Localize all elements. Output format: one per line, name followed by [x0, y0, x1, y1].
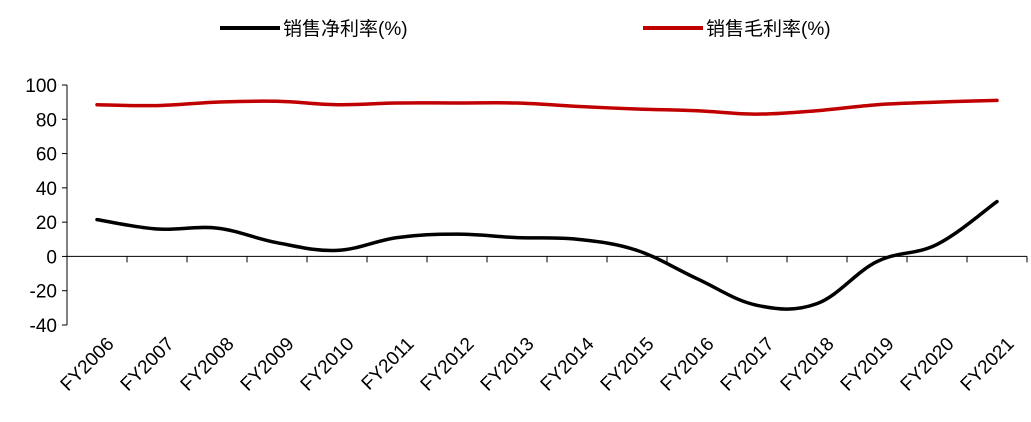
- x-tick-label: FY2015: [597, 334, 659, 396]
- x-tick-label: FY2014: [537, 333, 599, 395]
- x-tick-label: FY2018: [777, 334, 839, 396]
- x-tick-label: FY2007: [117, 334, 179, 396]
- y-tick-label: -20: [30, 282, 57, 303]
- x-tick-label: FY2011: [358, 334, 419, 395]
- legend-item-1: 销售净利率(%): [220, 18, 408, 40]
- x-tick-label: FY2020: [897, 334, 959, 396]
- series-1: [95, 199, 999, 311]
- x-tick-label: FY2016: [657, 334, 719, 396]
- x-tick-label: FY2012: [417, 334, 479, 396]
- series-line: [95, 98, 999, 116]
- y-tick-label: 20: [36, 213, 57, 234]
- y-tick-label: -40: [30, 316, 57, 337]
- series-2: [95, 98, 999, 116]
- x-tick-label: FY2013: [477, 334, 539, 396]
- x-tick-label: FY2006: [57, 334, 119, 396]
- axes: 100806040200-20-40FY2006FY2007FY2008FY20…: [25, 76, 1028, 396]
- legend-label: 销售净利率(%): [283, 18, 408, 40]
- x-tick-label: FY2008: [177, 334, 239, 396]
- legend-label: 销售毛利率(%): [706, 18, 831, 40]
- y-tick-label: 60: [36, 145, 57, 166]
- x-tick-label: FY2019: [837, 334, 899, 396]
- series-line: [95, 199, 999, 311]
- y-tick-label: 0: [46, 247, 57, 268]
- series-group: [95, 98, 999, 311]
- x-tick-label: FY2017: [717, 334, 779, 396]
- y-tick-label: 80: [36, 110, 57, 131]
- x-tick-label: FY2021: [957, 334, 1019, 396]
- x-tick-label: FY2010: [297, 334, 359, 396]
- y-tick-label: 100: [25, 76, 57, 97]
- legend: 销售净利率(%) 销售毛利率(%): [220, 18, 831, 40]
- x-tick-label: FY2009: [237, 334, 299, 396]
- legend-item-2: 销售毛利率(%): [643, 18, 831, 40]
- y-tick-label: 40: [36, 179, 57, 200]
